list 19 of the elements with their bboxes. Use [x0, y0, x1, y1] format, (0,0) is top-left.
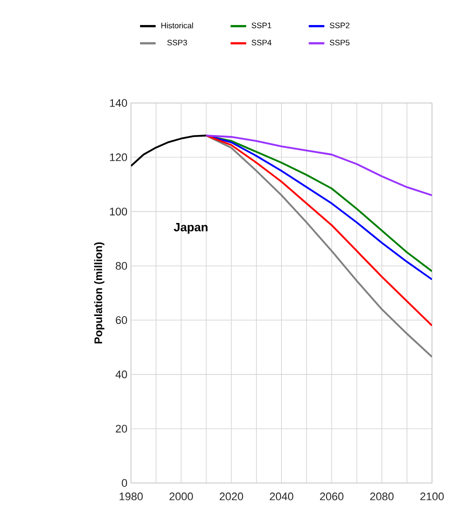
x-tick-label: 2100	[420, 492, 444, 500]
y-tick-label: 60	[116, 316, 128, 324]
y-tick-label: 120	[110, 153, 128, 162]
x-tick-label: 1980	[120, 492, 143, 500]
y-tick-label: 40	[116, 370, 128, 378]
x-tick-label: 2000	[170, 492, 193, 500]
y-tick-label: 140	[110, 99, 128, 107]
y-tick-label: 0	[122, 479, 128, 487]
x-tick-label: 2060	[320, 492, 344, 500]
y-tick-label: 20	[116, 424, 128, 433]
y-tick-label: 100	[110, 208, 128, 216]
x-tick-label: 2080	[370, 492, 394, 500]
y-tick-label: 80	[116, 262, 128, 270]
annotation: Japan	[174, 223, 208, 234]
x-tick-label: 2020	[220, 492, 244, 500]
y-axis-title: Population (million)	[94, 242, 104, 344]
line-series	[205, 134, 432, 196]
x-tick-label: 2040	[270, 492, 294, 500]
line-series	[131, 134, 208, 167]
